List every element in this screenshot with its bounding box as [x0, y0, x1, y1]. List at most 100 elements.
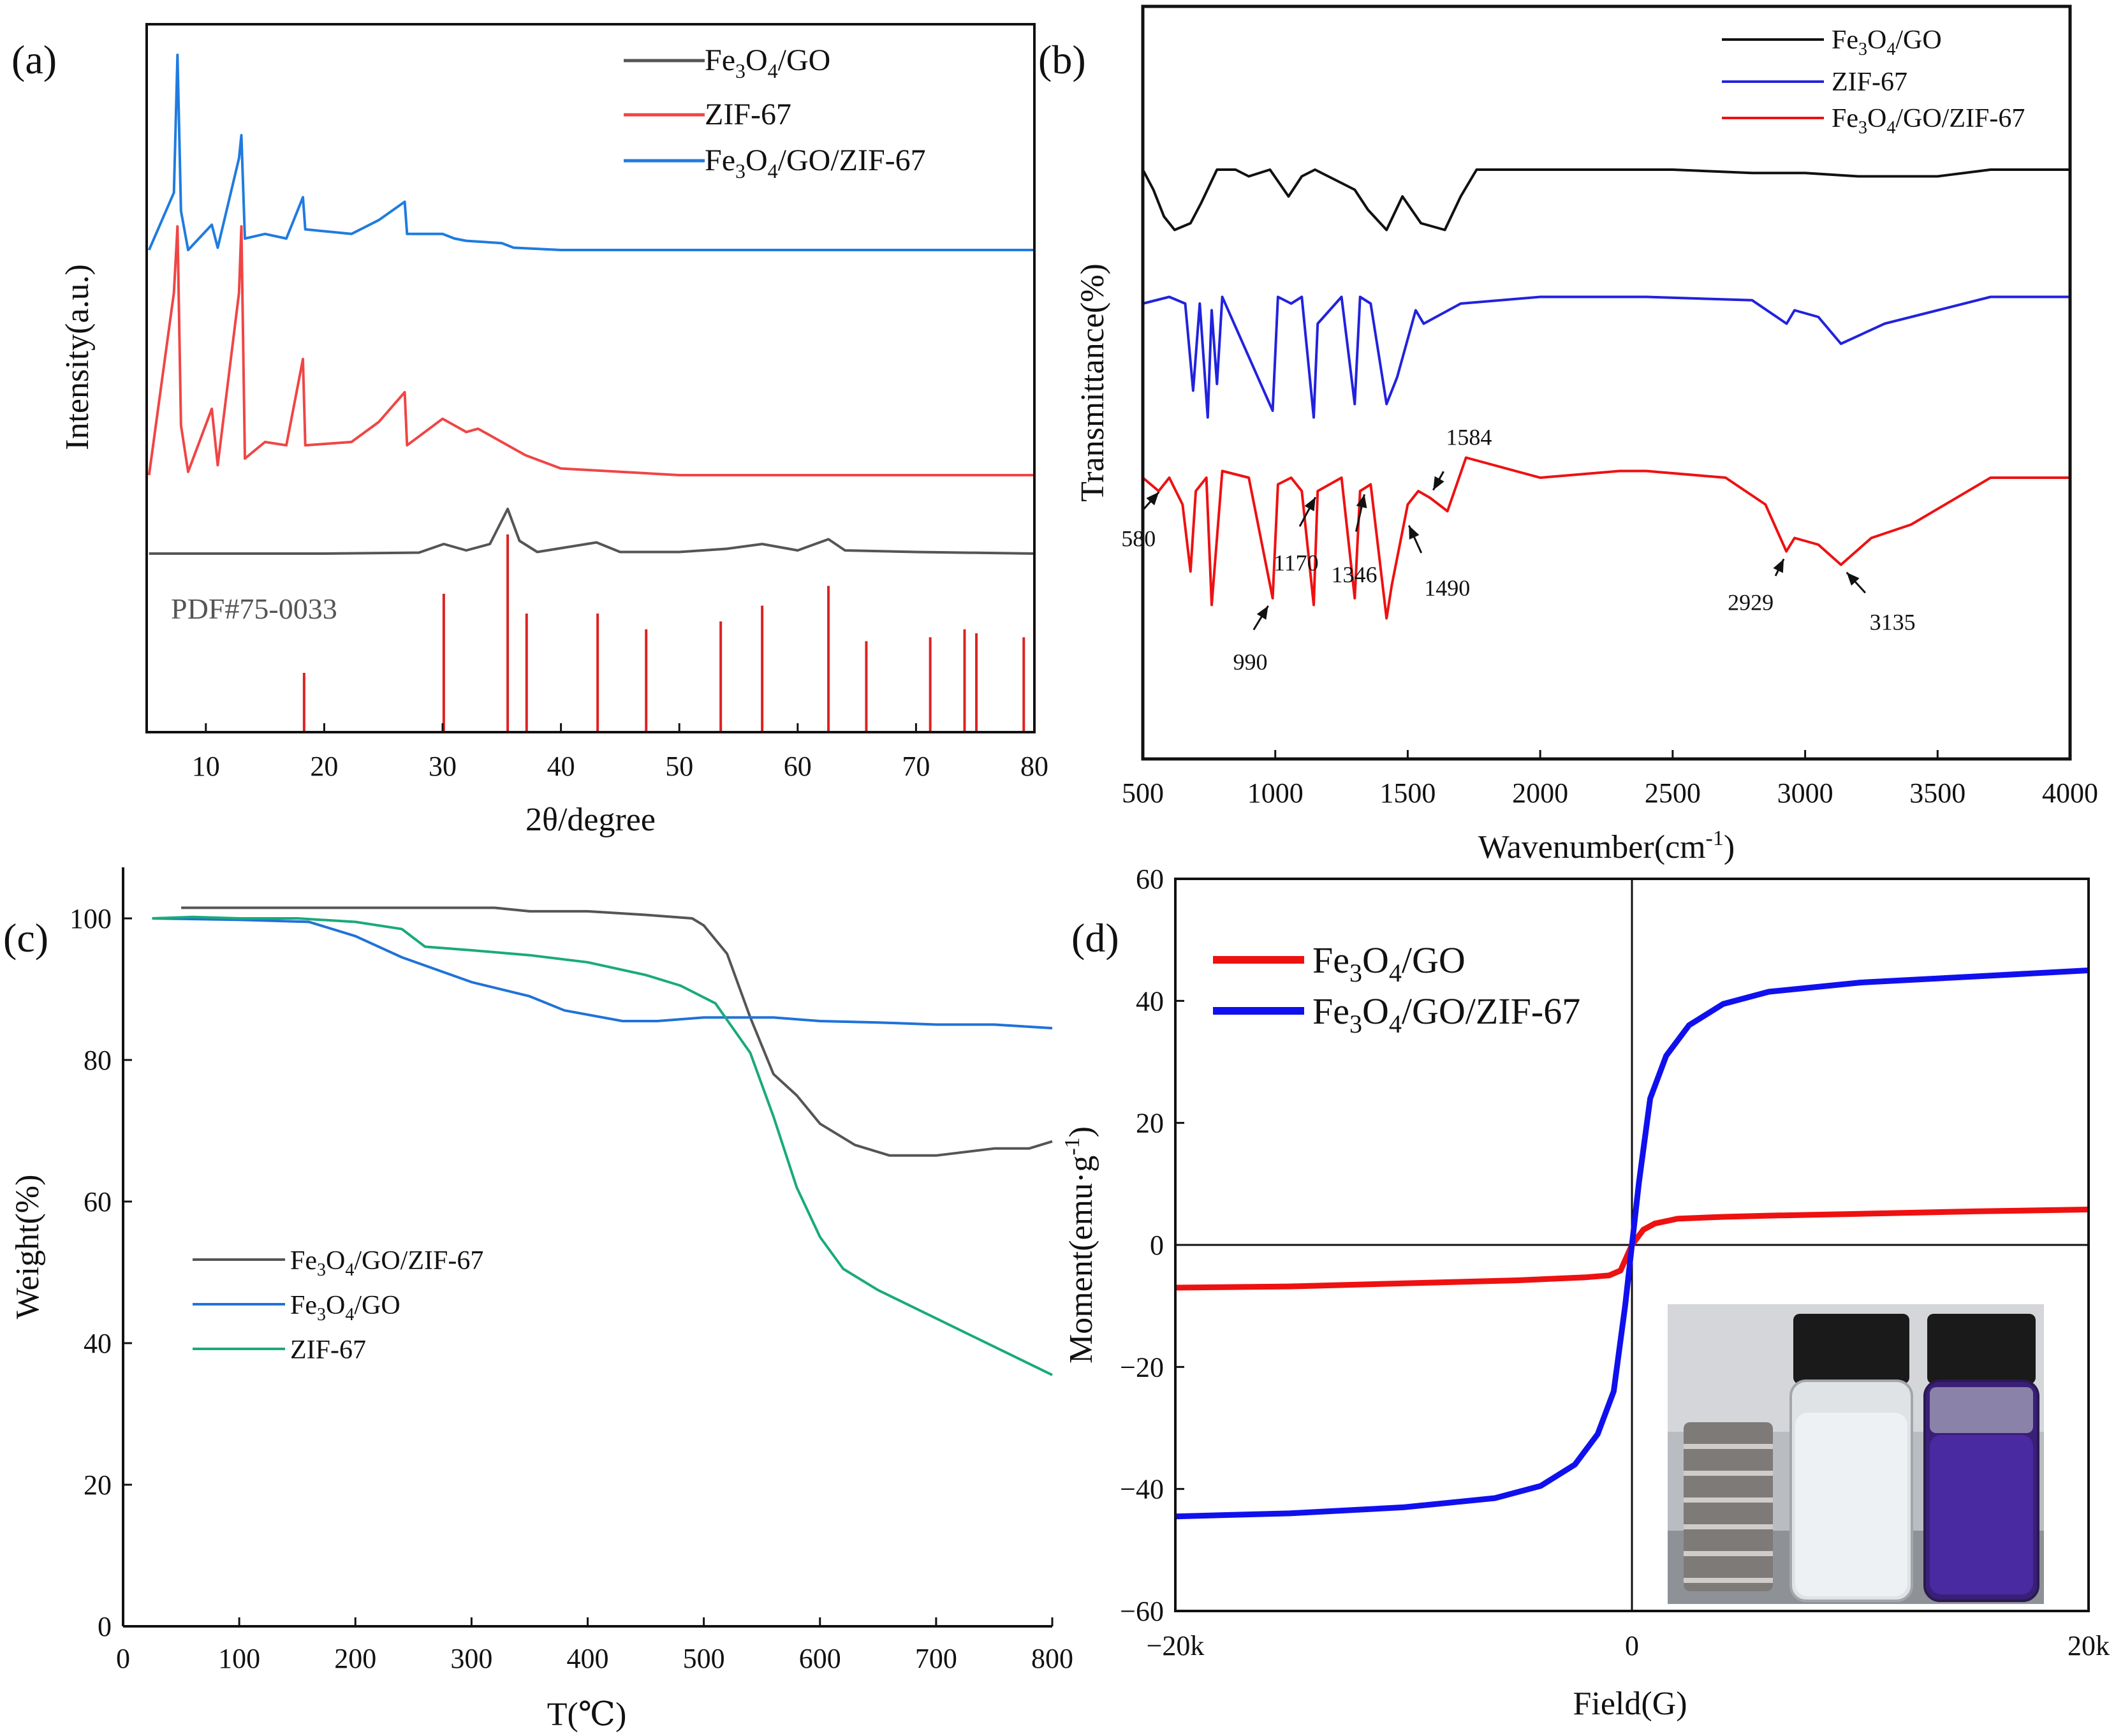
- x-tick-label: 0: [116, 1643, 130, 1674]
- panel-label-d: (d): [1071, 915, 1119, 960]
- legend-label-fe-go-zif: Fe3O4/GO/ZIF-67: [290, 1246, 483, 1280]
- series-fe3o4-go: [1142, 168, 2070, 232]
- legend-label-zif: ZIF-67: [1832, 68, 1907, 97]
- x-tick-label: 30: [429, 751, 457, 782]
- legend-label-fe-go: Fe3O4/GO: [1312, 939, 1466, 987]
- x-tick-label: 2500: [1645, 777, 1701, 809]
- y-tick-label: 40: [1136, 985, 1164, 1017]
- panel-b: (b) 500 1000 1500 2000 2500 3000 3500 4000 580 9…: [1038, 4, 2098, 865]
- panel-a-frame: [145, 23, 1036, 733]
- x-tick-label: 2000: [1512, 777, 1568, 809]
- panel-b-frame: [1141, 4, 2072, 761]
- annotation-arrowhead: [1356, 494, 1367, 508]
- y-tick-label: 0: [98, 1611, 112, 1642]
- x-tick-label: 50: [665, 751, 693, 782]
- clear-vial-icon: [1789, 1314, 1913, 1602]
- panel-a-xlabel: 2θ/degree: [525, 802, 656, 838]
- legend-label-fe-go-zif: Fe3O4/GO/ZIF-67: [1312, 990, 1580, 1038]
- annotation-arrowhead: [1146, 492, 1159, 506]
- panel-label-b: (b): [1038, 37, 1086, 82]
- x-tick-label: −20k: [1147, 1630, 1205, 1661]
- panel-c-ticks: 0 100 200 300 400 500 600 700 800 0 20 40 60 80 100: [70, 903, 1073, 1674]
- annotation-arrowhead: [1846, 572, 1860, 586]
- legend-label-fe-go-zif: Fe3O4/GO/ZIF-67: [1832, 104, 2025, 138]
- legend-label-zif: ZIF-67: [290, 1335, 366, 1365]
- panel-d-series: [1175, 967, 2089, 1520]
- y-tick-label: 60: [1136, 864, 1164, 895]
- panel-c-xlabel: T(℃): [547, 1696, 627, 1733]
- panel-b-x-ticks: 500 1000 1500 2000 2500 3000 3500 4000: [1122, 750, 2098, 809]
- annotation-arrowhead: [1409, 526, 1420, 540]
- x-tick-label: 40: [547, 751, 575, 782]
- y-tick-label: 20: [1136, 1108, 1164, 1139]
- panel-a-series: [147, 54, 1035, 555]
- series-zif-67: [147, 225, 1034, 476]
- x-tick-label: 1500: [1379, 777, 1436, 809]
- annotation-label-1490: 1490: [1424, 575, 1470, 601]
- panel-a-ylabel: Intensity(a.u.): [59, 264, 96, 450]
- x-tick-label: 4000: [2042, 777, 2098, 809]
- series-fe3o4-go: [1175, 1207, 2089, 1291]
- panel-d-ylabel: Moment(emu·g-1): [1061, 1126, 1099, 1364]
- y-tick-label: −20: [1120, 1351, 1164, 1383]
- panel-a-x-ticks: 10 20 30 40 50 60 70 80: [192, 723, 1048, 782]
- series-fe3o4-go-zif-67: [147, 54, 1034, 251]
- legend-label-zif: ZIF-67: [705, 98, 791, 131]
- y-tick-label: −60: [1120, 1596, 1164, 1627]
- x-tick-label: 400: [567, 1643, 609, 1674]
- panel-a-reference-peaks: [302, 534, 1025, 732]
- panel-a-legend: Fe3O4/GO ZIF-67 Fe3O4/GO/ZIF-67: [624, 43, 926, 182]
- panel-d: (d): [1061, 864, 2110, 1722]
- annotation-label-580: 580: [1121, 526, 1156, 552]
- y-tick-label: 20: [84, 1469, 112, 1501]
- panel-d-xlabel: Field(G): [1573, 1686, 1687, 1722]
- legend-label-fe-go: Fe3O4/GO: [290, 1291, 400, 1325]
- annotation-label-1346: 1346: [1331, 562, 1377, 587]
- panel-label-a: (a): [11, 37, 57, 82]
- panel-label-c: (c): [3, 915, 48, 960]
- x-tick-label: 0: [1625, 1630, 1639, 1661]
- x-tick-label: 3000: [1777, 777, 1833, 809]
- series-fe3o4-go-zif-67: [181, 906, 1053, 1157]
- panel-d-ticks: −20k 0 20k −60 −40 −20 0 20 40 60: [1120, 864, 2110, 1661]
- panel-b-legend: Fe3O4/GO ZIF-67 Fe3O4/GO/ZIF-67: [1722, 26, 2025, 138]
- panel-b-annotations: 580 990 1170 1346 1490 1584 2929 3135: [1121, 425, 1915, 675]
- panel-b-ylabel: Transmittance(%): [1075, 263, 1111, 502]
- series-fe3o4-go: [149, 508, 1035, 555]
- x-tick-label: 20: [310, 751, 338, 782]
- x-tick-label: 500: [1122, 777, 1164, 809]
- annotation-label-3135: 3135: [1870, 610, 1916, 635]
- panel-c: (c) 0 100 200 300 400 500 600 700 800 0 20 40 60 80 10…: [3, 867, 1073, 1733]
- x-tick-label: 600: [799, 1643, 841, 1674]
- x-tick-label: 500: [683, 1643, 725, 1674]
- annotation-arrowhead: [1256, 606, 1268, 620]
- x-tick-label: 20k: [2068, 1630, 2110, 1661]
- x-tick-label: 60: [784, 751, 812, 782]
- series-zif-67: [152, 915, 1053, 1376]
- annotation-label-1584: 1584: [1446, 425, 1492, 450]
- series-zif-67: [1142, 295, 2070, 419]
- legend-label-fe-go: Fe3O4/GO: [1832, 26, 1942, 59]
- purple-vial-icon: [1923, 1314, 2039, 1602]
- x-tick-label: 100: [218, 1643, 260, 1674]
- x-tick-label: 300: [450, 1643, 492, 1674]
- panel-a: (a) 10 20 30 40 50 60 70 80 2θ/degree Intensity…: [11, 23, 1048, 838]
- panel-a-reference-label: PDF#75-0033: [171, 592, 337, 625]
- series-fe3o4-go-zif-67: [1175, 967, 2089, 1520]
- x-tick-label: 200: [334, 1643, 376, 1674]
- legend-label-fe-go: Fe3O4/GO: [705, 43, 830, 82]
- panel-c-legend: Fe3O4/GO/ZIF-67 Fe3O4/GO ZIF-67: [193, 1246, 483, 1365]
- legend-label-fe-go-zif: Fe3O4/GO/ZIF-67: [705, 143, 926, 182]
- y-tick-label: 40: [84, 1328, 112, 1359]
- panel-b-series: [1142, 168, 2070, 620]
- annotation-label-1170: 1170: [1274, 550, 1319, 576]
- x-tick-label: 800: [1031, 1643, 1073, 1674]
- annotation-label-2929: 2929: [1728, 590, 1774, 615]
- x-tick-label: 1000: [1247, 777, 1304, 809]
- annotation-label-990: 990: [1233, 649, 1268, 675]
- y-tick-label: 60: [84, 1186, 112, 1217]
- annotation-arrowhead: [1773, 559, 1784, 573]
- y-tick-label: −40: [1120, 1474, 1164, 1505]
- annotation-arrowhead: [1304, 497, 1316, 511]
